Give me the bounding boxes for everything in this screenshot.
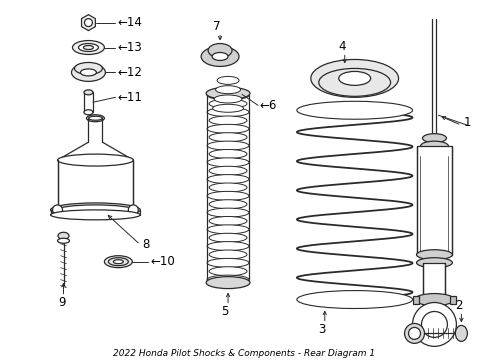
Ellipse shape (420, 141, 447, 151)
Text: ←10: ←10 (150, 255, 175, 268)
Ellipse shape (207, 275, 248, 284)
Ellipse shape (207, 242, 248, 251)
Ellipse shape (318, 68, 390, 96)
Text: 9: 9 (58, 296, 65, 309)
Ellipse shape (205, 87, 249, 99)
Ellipse shape (209, 166, 246, 175)
Ellipse shape (296, 291, 412, 309)
Ellipse shape (83, 45, 93, 50)
Ellipse shape (74, 62, 102, 75)
Ellipse shape (86, 115, 104, 122)
Ellipse shape (78, 44, 98, 51)
Ellipse shape (58, 232, 69, 239)
Ellipse shape (414, 293, 453, 306)
Bar (416, 146, 451, 255)
Text: 4: 4 (337, 40, 345, 53)
Ellipse shape (209, 267, 246, 276)
Text: ←12: ←12 (117, 66, 142, 79)
Ellipse shape (217, 76, 239, 84)
Ellipse shape (104, 256, 132, 268)
Ellipse shape (207, 141, 248, 150)
Ellipse shape (209, 133, 246, 142)
Ellipse shape (209, 216, 246, 225)
Ellipse shape (209, 99, 246, 108)
Bar (84, 92, 93, 112)
Ellipse shape (58, 205, 133, 215)
Ellipse shape (71, 63, 105, 81)
Ellipse shape (209, 183, 246, 192)
Ellipse shape (205, 276, 249, 289)
Ellipse shape (209, 250, 246, 259)
Bar (449, 296, 455, 303)
Ellipse shape (84, 90, 93, 95)
Text: 2: 2 (454, 299, 461, 312)
Text: 8: 8 (142, 238, 149, 251)
Circle shape (128, 205, 138, 215)
Bar (412, 296, 418, 303)
Circle shape (84, 19, 92, 27)
Circle shape (52, 205, 62, 215)
Circle shape (404, 323, 424, 343)
Ellipse shape (209, 200, 246, 209)
Text: 1: 1 (463, 116, 470, 129)
Ellipse shape (296, 101, 412, 119)
Ellipse shape (209, 149, 246, 158)
Ellipse shape (212, 53, 227, 60)
Polygon shape (81, 15, 95, 31)
Ellipse shape (212, 104, 243, 112)
Ellipse shape (215, 86, 240, 94)
Ellipse shape (422, 134, 446, 143)
Text: ←14: ←14 (117, 16, 142, 29)
Ellipse shape (209, 116, 246, 125)
Ellipse shape (207, 91, 248, 100)
Ellipse shape (338, 71, 370, 85)
Text: ←6: ←6 (260, 99, 277, 112)
Ellipse shape (207, 208, 248, 217)
Ellipse shape (207, 258, 248, 267)
Ellipse shape (207, 192, 248, 200)
Ellipse shape (207, 225, 248, 234)
Ellipse shape (72, 41, 104, 54)
Text: 3: 3 (317, 323, 325, 336)
Ellipse shape (50, 203, 140, 217)
Ellipse shape (207, 124, 248, 133)
Ellipse shape (214, 95, 242, 103)
Text: 5: 5 (221, 305, 228, 318)
Ellipse shape (113, 260, 123, 264)
Text: ←11: ←11 (117, 91, 142, 104)
Ellipse shape (310, 59, 398, 97)
Bar (423, 263, 445, 307)
Ellipse shape (208, 44, 232, 58)
Ellipse shape (201, 46, 239, 67)
Circle shape (421, 311, 447, 337)
Text: ←13: ←13 (117, 41, 142, 54)
Ellipse shape (108, 258, 128, 266)
Ellipse shape (454, 325, 467, 341)
Ellipse shape (50, 210, 140, 220)
Ellipse shape (58, 154, 133, 166)
Ellipse shape (207, 175, 248, 184)
Ellipse shape (88, 116, 102, 120)
Ellipse shape (81, 69, 96, 76)
Circle shape (412, 302, 455, 346)
Ellipse shape (209, 233, 246, 242)
Circle shape (407, 328, 420, 339)
Ellipse shape (207, 108, 248, 117)
Text: 7: 7 (213, 20, 221, 33)
Text: 2022 Honda Pilot Shocks & Components - Rear Diagram 1: 2022 Honda Pilot Shocks & Components - R… (113, 349, 374, 358)
Ellipse shape (416, 258, 451, 268)
Ellipse shape (416, 250, 451, 260)
Ellipse shape (58, 238, 69, 243)
Ellipse shape (84, 110, 93, 115)
Ellipse shape (207, 158, 248, 167)
